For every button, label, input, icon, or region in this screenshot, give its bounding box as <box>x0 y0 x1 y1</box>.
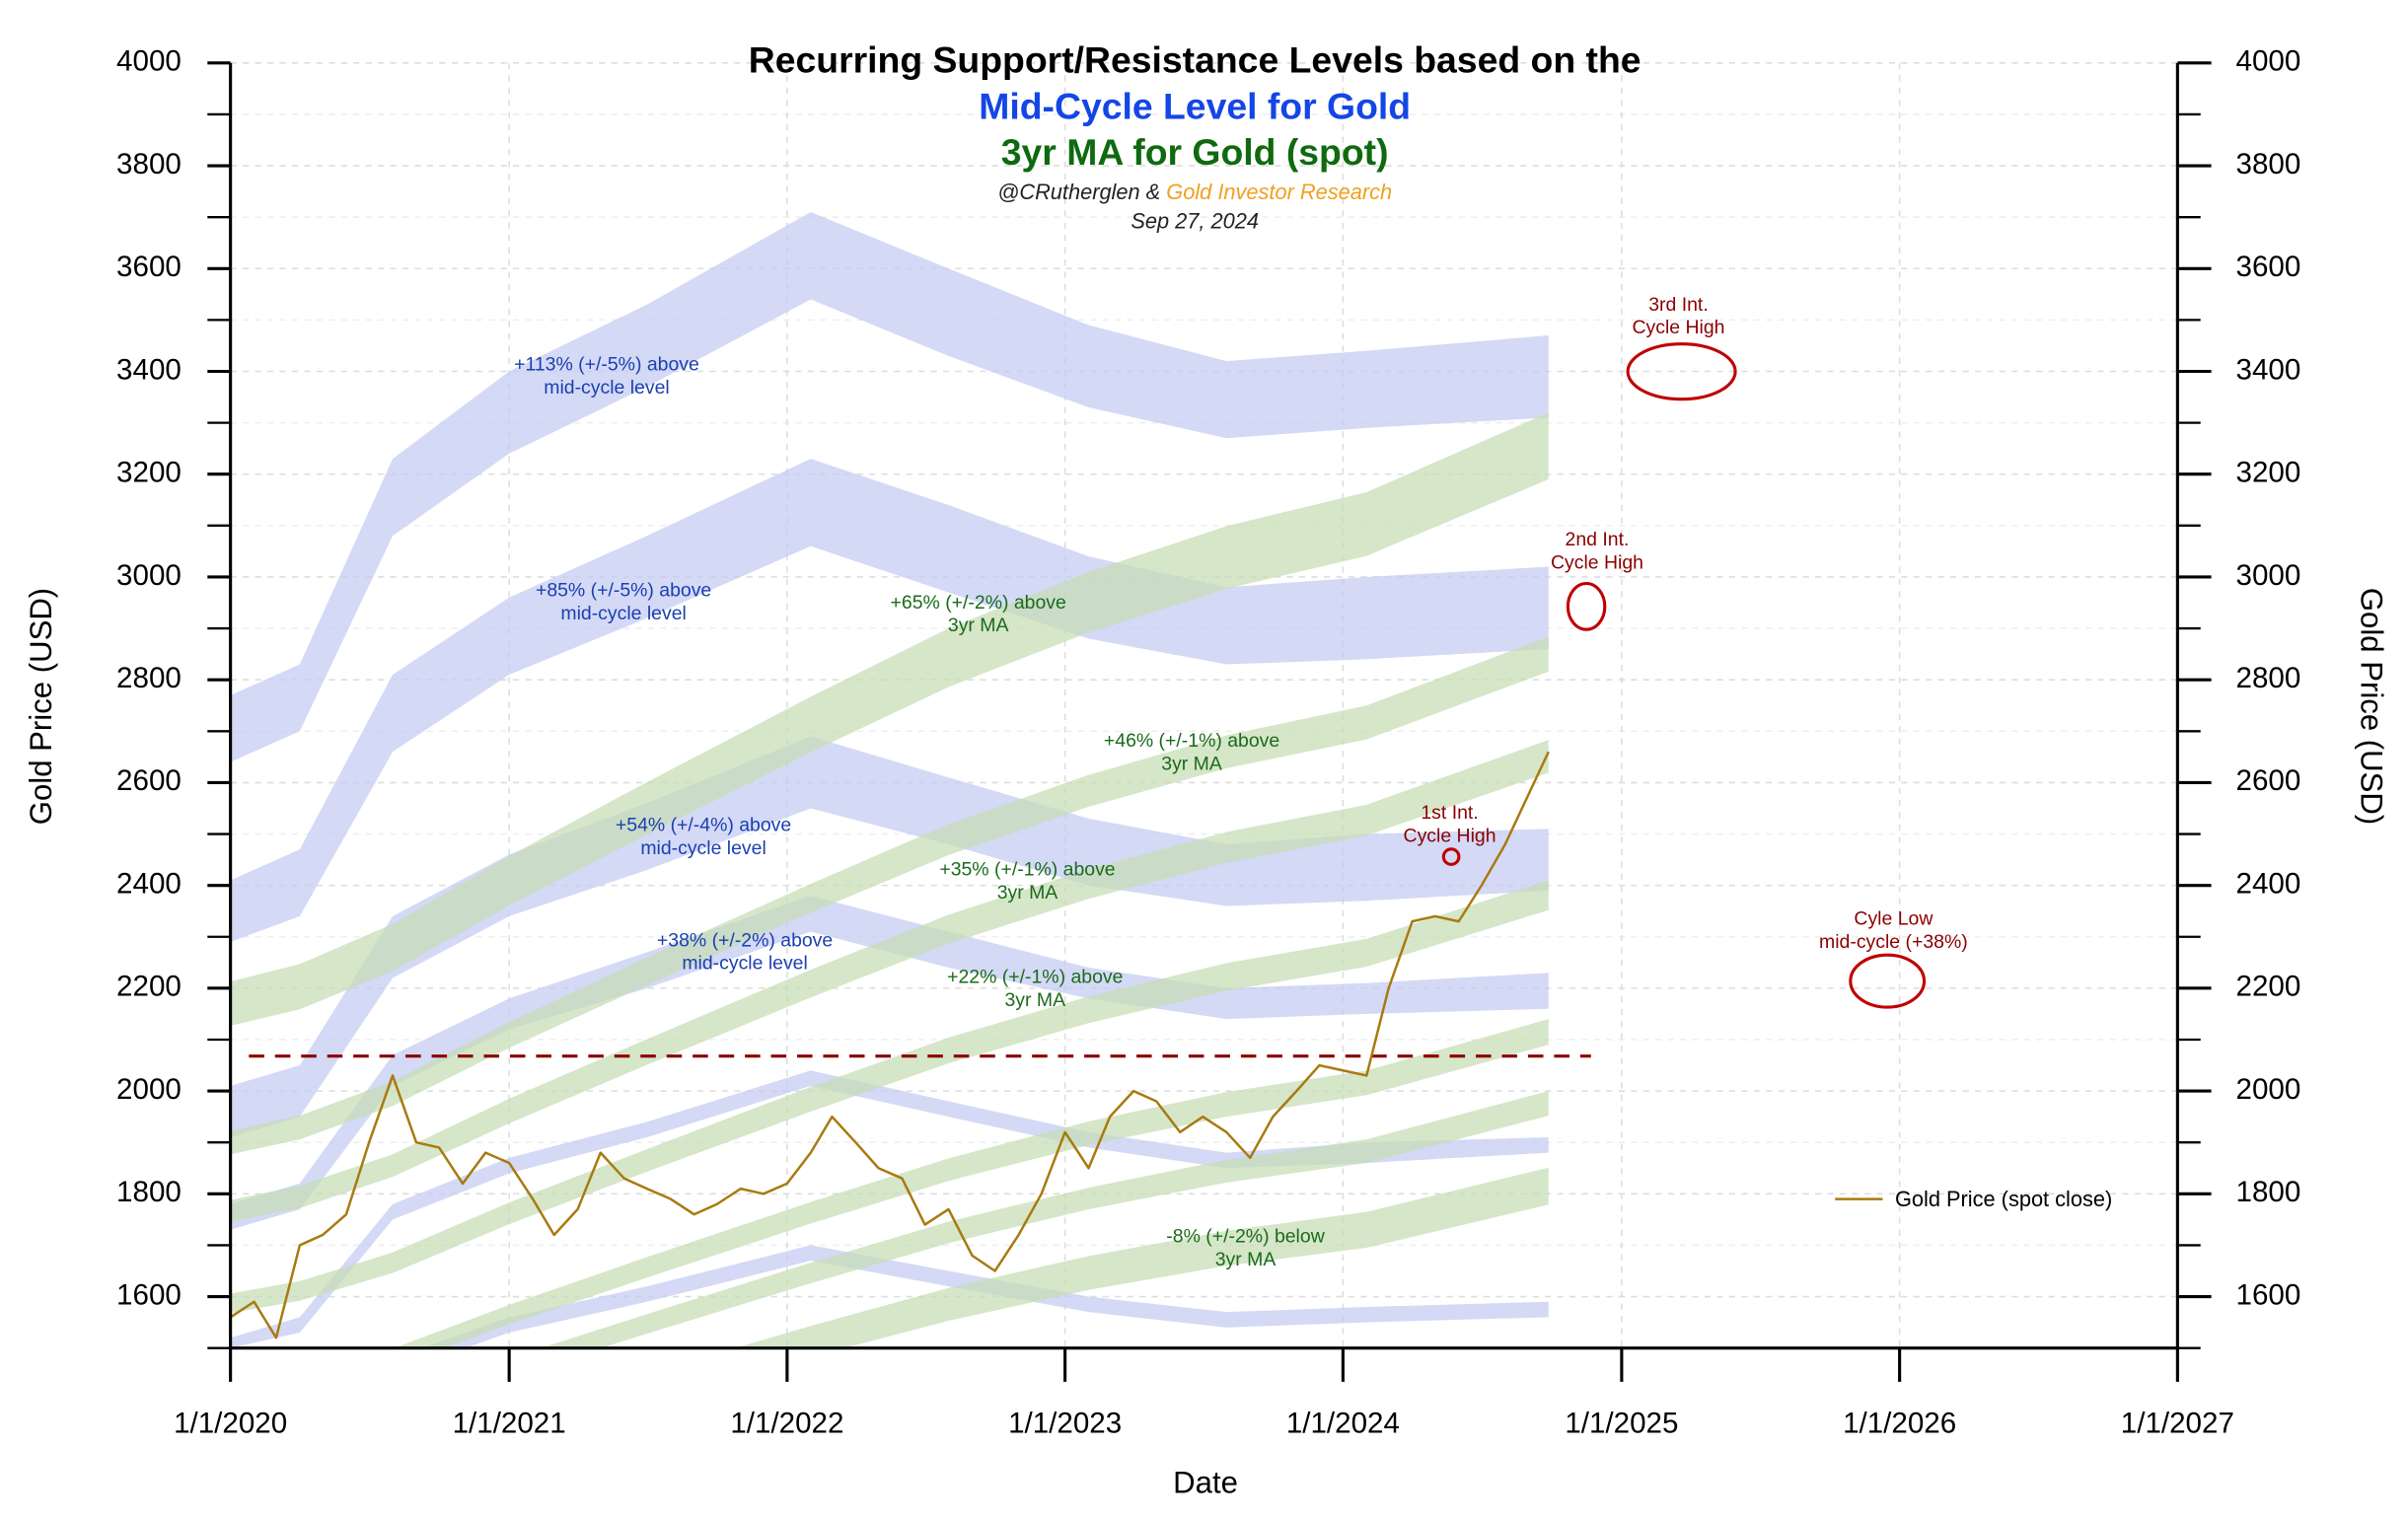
y-tick-label: 3800 <box>116 148 182 181</box>
y2-tick-label: 2600 <box>2236 764 2301 797</box>
x-tick-label: 1/1/2020 <box>174 1407 287 1439</box>
y2-tick-label: 2400 <box>2236 867 2301 900</box>
annotation: +35% (+/-1%) above <box>939 859 1115 881</box>
y2-tick-label: 3200 <box>2236 457 2301 489</box>
cycle-marker <box>1849 953 1927 1009</box>
date: Sep 27, 2024 <box>1131 208 1259 233</box>
annotation: 1st Int. <box>1421 802 1478 824</box>
y-tick-label: 2200 <box>116 971 182 1003</box>
annotation: +38% (+/-2%) above <box>657 929 833 951</box>
x-tick-label: 1/1/2022 <box>730 1407 843 1439</box>
axes: 1600 1800 2000 2200 2400 2600 2800 3000 3200 3400… <box>116 45 2300 1440</box>
y-tick-label: 1800 <box>116 1176 182 1208</box>
y-tick-label: 2600 <box>116 764 182 797</box>
band <box>394 1019 1549 1348</box>
band <box>541 1091 1549 1348</box>
y-tick-label: 3400 <box>116 353 182 386</box>
x-axis-label: Date <box>1173 1465 1238 1499</box>
band <box>230 636 1549 1155</box>
y2-tick-label: 1800 <box>2236 1176 2301 1208</box>
subtitle: 3yr MA for Gold (spot) <box>1001 131 1389 173</box>
credit: @CRutherglen & Gold Investor Research <box>997 180 1392 204</box>
annotation: Cycle High <box>1632 317 1724 338</box>
annotation: +113% (+/-5%) above <box>514 354 699 376</box>
y2-tick-label: 3000 <box>2236 559 2301 592</box>
annotation: +54% (+/-4%) above <box>616 815 791 836</box>
band <box>735 1167 1549 1348</box>
y2-tick-label: 2200 <box>2236 971 2301 1003</box>
annotation: +85% (+/-5%) above <box>536 579 711 601</box>
band <box>230 740 1549 1222</box>
band <box>230 211 1549 762</box>
band <box>230 459 1549 942</box>
cycle-marker <box>1441 847 1461 866</box>
annotation: mid-cycle level <box>560 603 686 624</box>
annotation: mid-cycle level <box>682 953 807 975</box>
y-tick-label: 3200 <box>116 457 182 489</box>
annotation: 3yr MA <box>1004 989 1065 1011</box>
annotation: +46% (+/-1%) above <box>1104 730 1279 752</box>
x-tick-label: 1/1/2027 <box>2121 1407 2234 1439</box>
x-tick-label: 1/1/2025 <box>1565 1407 1678 1439</box>
y2-tick-label: 2800 <box>2236 662 2301 694</box>
plot-area <box>230 211 1591 1348</box>
y2-tick-label: 3600 <box>2236 251 2301 283</box>
band <box>230 880 1549 1314</box>
annotation: 3yr MA <box>1161 753 1222 774</box>
y2-tick-label: 4000 <box>2236 45 2301 78</box>
x-tick-label: 1/1/2023 <box>1008 1407 1122 1439</box>
annotation: mid-cycle (+38%) <box>1819 931 1968 953</box>
y-tick-label: 4000 <box>116 45 182 78</box>
band <box>230 412 1549 1026</box>
x-tick-label: 1/1/2024 <box>1286 1407 1400 1439</box>
annotation: 3yr MA <box>997 882 1058 904</box>
price-line <box>230 751 1550 1339</box>
annotation: mid-cycle level <box>640 837 766 859</box>
subtitle: Mid-Cycle Level for Gold <box>979 85 1411 126</box>
y-tick-label: 2000 <box>116 1073 182 1106</box>
chart-title: Recurring Support/Resistance Levels base… <box>749 39 1642 81</box>
y-axis-label: Gold Price (USD) <box>24 588 58 825</box>
annotation: Cycle High <box>1551 551 1643 573</box>
annotation: 3rd Int. <box>1648 294 1709 316</box>
credit-org: Gold Investor Research <box>1166 180 1392 204</box>
annotation: Cyle Low <box>1854 908 1934 930</box>
band <box>421 1245 1549 1348</box>
y-tick-label: 3000 <box>116 559 182 592</box>
y-tick-label: 3600 <box>116 251 182 283</box>
y-tick-label: 2800 <box>116 662 182 694</box>
annotation: 3yr MA <box>1215 1249 1277 1270</box>
x-tick-label: 1/1/2021 <box>453 1407 566 1439</box>
y2-tick-label: 3800 <box>2236 148 2301 181</box>
y2-axis-label: Gold Price (USD) <box>2355 588 2389 825</box>
annotation: -8% (+/-2%) below <box>1166 1226 1325 1248</box>
annotation: 2nd Int. <box>1566 529 1630 550</box>
y-tick-label: 1600 <box>116 1278 182 1311</box>
y2-tick-label: 3400 <box>2236 353 2301 386</box>
labels: Recurring Support/Resistance Levels base… <box>24 39 2389 1500</box>
annotation: +22% (+/-1%) above <box>947 967 1123 988</box>
legend-label: Gold Price (spot close) <box>1895 1187 2112 1211</box>
y2-tick-label: 2000 <box>2236 1073 2301 1106</box>
cycle-marker <box>1626 342 1737 401</box>
y2-tick-label: 1600 <box>2236 1278 2301 1311</box>
x-tick-label: 1/1/2026 <box>1843 1407 1956 1439</box>
annotation: mid-cycle level <box>544 377 669 398</box>
annotation: +65% (+/-2%) above <box>891 592 1066 614</box>
cycle-marker <box>1566 581 1607 631</box>
annotation: 3yr MA <box>948 615 1009 636</box>
y-tick-label: 2400 <box>116 867 182 900</box>
credit-author: @CRutherglen & <box>997 180 1160 204</box>
annotation: Cycle High <box>1404 825 1496 846</box>
